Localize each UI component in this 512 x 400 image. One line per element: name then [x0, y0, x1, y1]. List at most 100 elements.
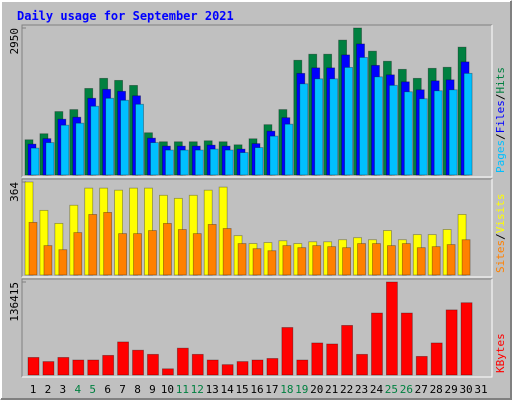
- legend-entry: Pages: [494, 140, 507, 173]
- x-tick-label: 12: [191, 383, 204, 396]
- x-tick-label: 3: [60, 383, 67, 396]
- bar: [222, 228, 232, 276]
- x-tick-label: 24: [370, 383, 384, 396]
- x-tick-label: 22: [340, 383, 353, 396]
- bar: [356, 353, 368, 376]
- bar: [416, 247, 426, 276]
- legend-separator: /: [494, 94, 507, 101]
- panel-border: [21, 178, 492, 277]
- bar: [87, 359, 100, 376]
- panel-border: [22, 179, 493, 278]
- bar: [133, 233, 142, 276]
- bar: [164, 149, 174, 176]
- bar: [72, 359, 85, 376]
- x-tick-label: 18: [280, 383, 293, 396]
- bar: [418, 98, 428, 176]
- bar: [179, 149, 189, 176]
- y-tick-label: 136415: [8, 282, 21, 322]
- bar: [282, 245, 292, 276]
- bar: [120, 99, 129, 176]
- bar: [463, 72, 473, 176]
- x-tick-label: 25: [385, 383, 398, 396]
- bar: [266, 358, 279, 376]
- x-tick-label: 29: [445, 383, 458, 396]
- x-tick-label: 21: [325, 383, 338, 396]
- x-tick-label: 11: [176, 383, 189, 396]
- bar: [251, 359, 264, 376]
- y-tick-label: 364: [8, 182, 21, 202]
- bar: [209, 148, 219, 176]
- bar: [239, 152, 249, 176]
- legend-entry: Visits: [494, 194, 507, 234]
- panel-border: [21, 24, 492, 177]
- legend-entry: Files: [494, 100, 507, 133]
- bar: [284, 123, 294, 176]
- bar: [30, 147, 40, 176]
- bar: [281, 327, 294, 376]
- x-tick-label: 1: [30, 383, 37, 396]
- bar: [385, 281, 398, 376]
- x-tick-label: 5: [89, 383, 96, 396]
- x-tick-label: 17: [265, 383, 278, 396]
- bar: [445, 309, 458, 376]
- bar: [42, 361, 55, 376]
- bar: [45, 142, 55, 176]
- bar: [102, 354, 115, 376]
- x-tick-label: 28: [430, 383, 443, 396]
- bar: [314, 78, 324, 176]
- bar: [433, 90, 443, 176]
- bar: [75, 122, 85, 176]
- bar: [386, 245, 396, 276]
- bar: [431, 246, 441, 276]
- bar: [401, 243, 411, 276]
- bar: [342, 247, 352, 276]
- bar: [58, 249, 68, 276]
- legend-separator: /: [494, 133, 507, 140]
- bar: [207, 224, 217, 276]
- bar: [88, 214, 98, 276]
- y-tick-label: 2950: [8, 28, 21, 55]
- bar: [430, 342, 443, 376]
- bar: [237, 243, 247, 276]
- bar: [192, 233, 202, 276]
- bar: [327, 246, 337, 276]
- bar: [150, 142, 159, 176]
- bar: [388, 84, 398, 176]
- bar: [374, 76, 383, 176]
- bar: [224, 149, 234, 176]
- bar: [461, 239, 471, 276]
- x-tick-label: 23: [355, 383, 368, 396]
- x-tick-label: 10: [161, 383, 174, 396]
- x-tick-label: 8: [134, 383, 141, 396]
- bar: [90, 105, 100, 176]
- x-tick-label: 4: [74, 383, 81, 396]
- bar: [254, 147, 264, 176]
- x-tick-label: 26: [400, 383, 413, 396]
- bar: [371, 312, 383, 376]
- bar: [359, 57, 368, 176]
- bar: [400, 312, 413, 376]
- legend-entry: Hits: [494, 67, 507, 94]
- bar: [372, 243, 381, 276]
- bar: [191, 353, 204, 376]
- x-tick-label: 6: [104, 383, 111, 396]
- bar: [162, 222, 172, 276]
- bar: [252, 248, 262, 276]
- bar: [326, 343, 339, 376]
- bar: [446, 244, 456, 276]
- bar: [403, 91, 413, 176]
- bar: [28, 221, 38, 276]
- panel-border: [21, 278, 492, 377]
- bar: [73, 232, 83, 276]
- x-tick-label: 30: [459, 383, 472, 396]
- x-tick-label: 31: [474, 383, 487, 396]
- bar: [415, 355, 428, 376]
- bar: [27, 357, 40, 376]
- bar: [236, 361, 249, 376]
- bar: [312, 245, 322, 276]
- x-tick-label: 2: [45, 383, 52, 396]
- bar: [344, 66, 354, 176]
- bar: [329, 78, 339, 176]
